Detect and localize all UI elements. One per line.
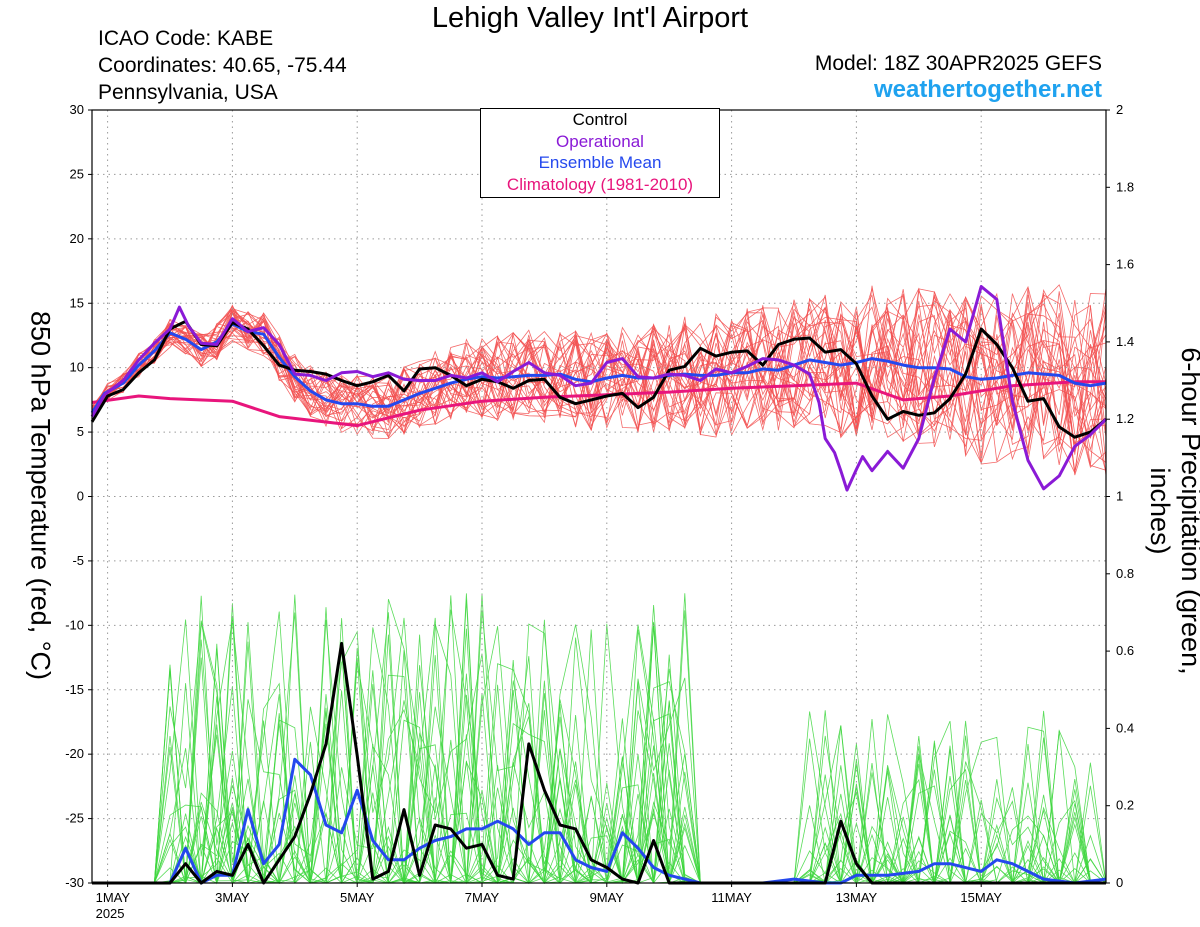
left-tick-label: 15 [70,295,84,310]
left-tick-label: -30 [65,875,84,890]
x-tick-label: 5MAY [340,890,375,905]
left-tick-label: 20 [70,231,84,246]
right-tick-label: 0.6 [1116,643,1134,658]
temperature-member-line [91,293,1107,448]
right-tick-label: 1.8 [1116,179,1134,194]
legend-item-operational: Operational [556,131,644,151]
left-tick-label: 30 [70,102,84,117]
right-tick-label: 1.2 [1116,411,1134,426]
ensemble-mean-precip-line [92,757,1107,885]
model-run: Model: 18Z 30APR2025 GEFS [814,52,1102,75]
location-region: Pennsylvania, USA [98,81,278,104]
right-tick-label: 0.4 [1116,720,1134,735]
x-tick-year: 2025 [96,906,125,921]
temperature-member-line [91,306,1107,465]
right-tick-label: 1 [1116,489,1123,504]
axis-ticks: 302520151050-5-10-15-20-25-3021.81.61.41… [65,102,1134,921]
control-temp-line [90,319,1107,439]
legend: Control Operational Ensemble Mean Climat… [480,108,720,198]
x-tick-label: 7MAY [465,890,500,905]
ensemble-members-temperature [91,284,1107,476]
x-tick-label: 1MAY [96,890,131,905]
x-tick-label: 9MAY [590,890,625,905]
legend-item-climatology: Climatology (1981-2010) [506,174,694,194]
left-tick-label: 10 [70,360,84,375]
left-tick-label: -10 [65,617,84,632]
right-tick-label: 0.2 [1116,798,1134,813]
right-tick-label: 1.4 [1116,334,1134,349]
site-link[interactable]: weathertogether.net [873,76,1102,103]
left-tick-label: -5 [72,553,84,568]
ensemble-members-precipitation [92,593,1107,885]
left-tick-label: -15 [65,682,84,697]
right-axis-label: 6-hour Precipitation (green, inches) [1145,347,1200,675]
x-tick-label: 11MAY [711,890,752,905]
precipitation-member-line [92,646,1106,885]
left-tick-label: 25 [70,166,84,181]
left-tick-label: -20 [65,746,84,761]
precipitation-member-line [92,628,1106,884]
temperature-member-line [91,291,1107,473]
right-tick-label: 1.6 [1116,257,1134,272]
x-tick-label: 13MAY [836,890,878,905]
chart-title: Lehigh Valley Int'l Airport [431,2,749,34]
legend-item-ensemble-mean: Ensemble Mean [538,153,662,172]
operational-temp-line [90,285,1108,492]
right-tick-label: 0 [1116,875,1123,890]
temperature-member-line [91,284,1107,440]
temperature-member-line [91,300,1107,466]
gridlines [92,110,1106,883]
left-tick-label: 5 [77,424,84,439]
series-lines [90,285,1108,885]
coordinates: Coordinates: 40.65, -75.44 [98,54,347,77]
left-tick-label: -25 [65,811,84,826]
control-precip-line [92,641,1106,885]
right-tick-label: 2 [1116,102,1123,117]
icao-code: ICAO Code: KABE [98,27,274,50]
left-tick-label: 0 [77,489,84,504]
temperature-member-line [91,293,1107,473]
right-tick-label: 0.8 [1116,566,1134,581]
left-axis-label: 850 hPa Temperature (red, °C) [25,311,56,680]
legend-item-control: Control [572,110,628,129]
x-tick-label: 15MAY [960,890,1002,905]
x-tick-label: 3MAY [215,890,250,905]
